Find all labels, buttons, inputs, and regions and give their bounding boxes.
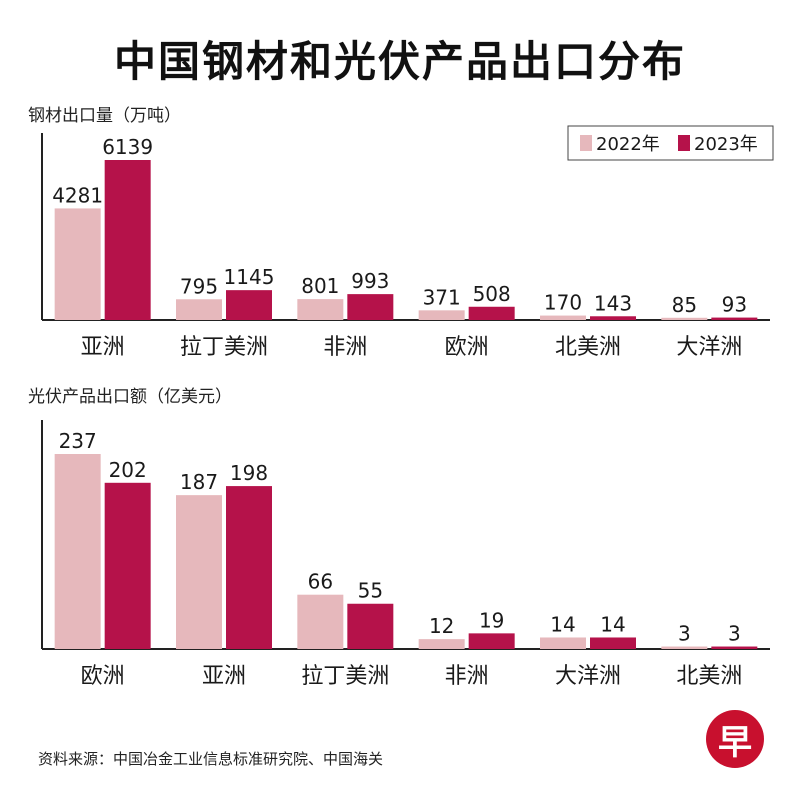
legend-label: 2022年 [596,134,660,155]
data-label: 12 [429,614,454,638]
pv-export-chart: 光伏产品出口额（亿美元） 237 202 欧洲 187 198 亚洲 66 55 拉丁美洲 12 19… [28,387,770,689]
bar-2022年-大洋洲 [661,317,708,320]
data-label: 170 [544,291,582,315]
category-label: 亚洲 [202,664,246,689]
data-label: 508 [473,282,511,306]
zaobao-logo: 早 [706,710,764,768]
source-note: 资料来源：中国冶金工业信息标准研究院、中国海关 [38,750,384,768]
category-label: 拉丁美洲 [301,664,389,689]
data-label: 187 [180,470,218,494]
data-label: 93 [722,293,747,317]
data-label: 143 [594,291,632,315]
category-label: 北美洲 [676,664,742,689]
data-label: 198 [230,461,268,485]
legend-swatch [678,135,690,151]
bar-2022年-拉丁美洲 [176,299,222,320]
bar-2023年-大洋洲 [711,317,758,320]
bar-2023年-欧洲 [468,306,515,320]
category-label: 非洲 [445,664,489,689]
legend: 2022年 2023年 [567,125,774,161]
bar-2022年-北美洲 [661,646,708,649]
category-label: 拉丁美洲 [180,335,268,360]
bar-2022年-非洲 [297,299,344,320]
category-label: 欧洲 [445,335,489,360]
data-label: 3 [728,622,741,646]
bar-2023年-北美洲 [711,646,758,649]
y-axis-title: 钢材出口量（万吨） [28,106,181,126]
data-label: 202 [109,458,147,482]
category-label: 亚洲 [81,335,125,360]
legend-swatch [580,135,592,151]
data-label: 237 [59,429,97,453]
bar-2023年-亚洲 [104,160,151,320]
data-label: 19 [479,608,504,632]
steel-export-chart: 钢材出口量（万吨） 4281 6139 亚洲 795 1145 拉丁美洲 801 993 非洲 37… [28,106,774,360]
data-label: 993 [351,269,389,293]
category-label: 大洋洲 [555,664,621,689]
bar-2022年-北美洲 [540,315,586,320]
bar-2023年-拉丁美洲 [226,290,272,320]
bar-2023年-亚洲 [226,486,272,649]
bar-2022年-亚洲 [54,208,101,320]
data-label: 55 [358,579,383,603]
data-label: 3 [678,622,691,646]
data-label: 371 [423,285,461,309]
category-label: 北美洲 [555,335,621,360]
category-label: 欧洲 [81,664,125,689]
bar-2022年-欧洲 [54,454,101,649]
bar-2022年-亚洲 [176,495,222,649]
y-axis-title: 光伏产品出口额（亿美元） [28,387,232,407]
main-title: 中国钢材和光伏产品出口分布 [113,37,686,86]
bar-2023年-非洲 [468,633,515,649]
bar-2023年-非洲 [347,294,394,320]
bar-2022年-欧洲 [418,310,465,320]
bar-2023年-欧洲 [104,482,151,649]
category-label: 非洲 [323,335,367,360]
bar-2022年-拉丁美洲 [297,594,344,649]
data-label: 66 [308,570,333,594]
bar-2022年-非洲 [418,639,465,649]
legend-box [567,125,774,161]
legend-label: 2023年 [694,134,758,155]
category-label: 大洋洲 [676,335,742,360]
bar-2023年-大洋洲 [590,637,636,649]
data-label: 1145 [224,265,275,289]
data-label: 85 [672,293,697,317]
data-label: 4281 [52,183,103,207]
data-label: 6139 [102,135,153,159]
bar-2023年-拉丁美洲 [347,603,394,649]
data-label: 795 [180,274,218,298]
data-label: 801 [301,274,339,298]
data-label: 14 [600,612,625,636]
bar-2023年-北美洲 [590,316,636,320]
bar-2022年-大洋洲 [540,637,586,649]
data-label: 14 [550,612,575,636]
